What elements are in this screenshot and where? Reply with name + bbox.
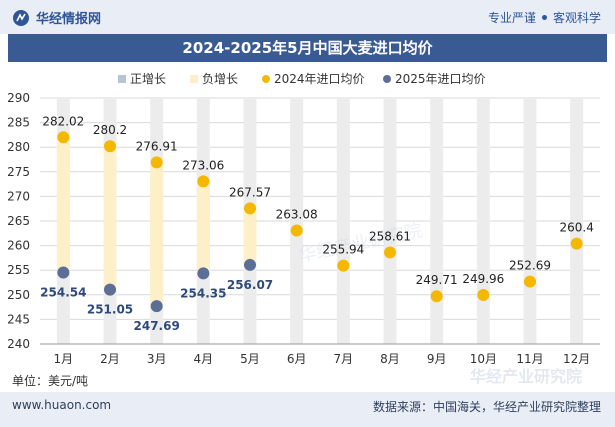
legend-swatch-1	[190, 75, 198, 83]
brand-logo-icon	[13, 9, 29, 26]
x-tick-label-5: 6月	[287, 352, 307, 366]
point-2024-10	[524, 275, 536, 288]
data-label-2024-0: 282.02	[42, 114, 84, 128]
data-label-2024-2: 276.91	[136, 139, 178, 153]
bg-column-7	[383, 98, 397, 344]
growth-bar-2	[150, 162, 164, 307]
point-2024-2	[150, 156, 163, 169]
data-label-2024-5: 263.08	[276, 207, 318, 221]
tagline-right: 客观科学	[552, 11, 601, 25]
growth-bar-3	[196, 181, 210, 274]
legend-swatch-2	[262, 75, 270, 83]
x-tick-label-9: 10月	[470, 352, 497, 366]
point-2024-3	[197, 175, 210, 188]
data-label-2024-3: 273.06	[182, 158, 224, 172]
data-label-2024-10: 252.69	[509, 259, 551, 273]
y-tick-label-4: 260	[7, 239, 30, 253]
data-label-2024-1: 280.2	[93, 123, 127, 137]
point-2024-11	[570, 237, 583, 250]
x-tick-label-7: 8月	[380, 352, 400, 366]
point-2024-6	[337, 259, 350, 272]
x-tick-label-3: 4月	[194, 352, 214, 366]
bg-column-6	[336, 98, 350, 344]
y-tick-label-6: 270	[7, 189, 30, 203]
data-label-2024-7: 258.61	[369, 229, 411, 243]
x-tick-label-10: 11月	[516, 352, 543, 366]
point-2025-1	[104, 283, 116, 296]
footer-source: 数据来源：中国海关，华经产业研究院整理	[372, 400, 601, 414]
legend-label-3: 2025年进口均价	[395, 72, 486, 86]
y-tick-label-10: 290	[7, 91, 30, 105]
point-2025-3	[197, 267, 210, 280]
y-tick-label-5: 265	[7, 214, 30, 228]
y-tick-label-0: 240	[7, 337, 30, 351]
growth-bar-1	[103, 146, 117, 290]
point-2025-0	[57, 266, 70, 279]
y-tick-label-8: 280	[7, 140, 30, 154]
growth-bar-0	[56, 137, 70, 273]
point-2024-1	[104, 140, 116, 153]
data-label-2024-4: 267.57	[229, 185, 271, 199]
bg-column-10	[523, 98, 537, 344]
top-bar: 华经情报网 专业严谨 客观科学	[0, 0, 615, 34]
x-tick-label-1: 2月	[100, 352, 120, 366]
data-label-2025-3: 254.35	[180, 286, 226, 300]
data-label-2025-1: 251.05	[87, 303, 133, 317]
point-2024-5	[290, 224, 303, 237]
tagline: 专业严谨 客观科学	[488, 9, 601, 26]
data-label-2025-4: 256.07	[227, 278, 273, 292]
point-2024-8	[430, 290, 443, 303]
brand-name: 华经情报网	[36, 12, 102, 27]
data-label-2024-11: 260.4	[559, 221, 593, 235]
legend-label-1: 负增长	[202, 72, 238, 86]
title-bar: 2024-2025年5月中国大麦进口均价	[8, 34, 607, 62]
data-label-2024-6: 255.94	[322, 243, 364, 257]
x-tick-label-4: 5月	[240, 352, 260, 366]
data-label-2025-2: 247.69	[134, 319, 180, 333]
data-label-2024-8: 249.71	[416, 273, 458, 287]
point-2024-4	[244, 202, 256, 215]
y-tick-label-7: 275	[7, 165, 30, 179]
chart: 正增长 负增长 2024年进口均价 2025年进口均价 240 245 250 255 260 2…	[7, 72, 600, 388]
legend-swatch-0	[118, 75, 126, 83]
bg-column-9	[476, 98, 490, 344]
x-tick-label-8: 9月	[427, 352, 447, 366]
x-tick-label-6: 7月	[334, 352, 354, 366]
growth-bar-4	[243, 208, 257, 265]
point-2025-4	[244, 258, 256, 271]
y-tick-label-9: 285	[7, 116, 30, 130]
x-tick-label-2: 3月	[147, 352, 167, 366]
y-tick-label-3: 255	[7, 263, 30, 277]
watermark-text-bottom: 华经产业研究院	[470, 367, 582, 386]
footer-website[interactable]: www.huaon.com	[12, 398, 112, 412]
bg-column-5	[290, 98, 304, 344]
data-label-2025-0: 254.54	[40, 285, 86, 299]
bg-column-8	[430, 98, 444, 344]
x-tick-label-0: 1月	[54, 352, 74, 366]
footer-bar: www.huaon.com 数据来源：中国海关，华经产业研究院整理	[0, 392, 615, 427]
chart-title: 2024-2025年5月中国大麦进口均价	[182, 39, 433, 57]
bg-column-11	[570, 98, 584, 344]
legend-label-2: 2024年进口均价	[274, 72, 365, 86]
x-tick-label-11: 12月	[563, 352, 590, 366]
legend-label-0: 正增长	[130, 72, 166, 86]
legend-swatch-3	[383, 75, 391, 83]
unit-label: 单位：美元/吨	[12, 373, 88, 388]
brand-logo[interactable]: 华经情报网	[12, 8, 101, 27]
data-label-2024-9: 249.96	[462, 272, 504, 286]
point-2025-2	[150, 300, 163, 313]
y-tick-label-1: 245	[7, 312, 30, 326]
tagline-dot-icon	[541, 15, 547, 20]
point-2024-0	[57, 131, 70, 144]
y-tick-label-2: 250	[7, 288, 30, 302]
tagline-left: 专业严谨	[487, 11, 536, 25]
point-2024-7	[384, 246, 396, 259]
point-2024-9	[477, 288, 490, 301]
